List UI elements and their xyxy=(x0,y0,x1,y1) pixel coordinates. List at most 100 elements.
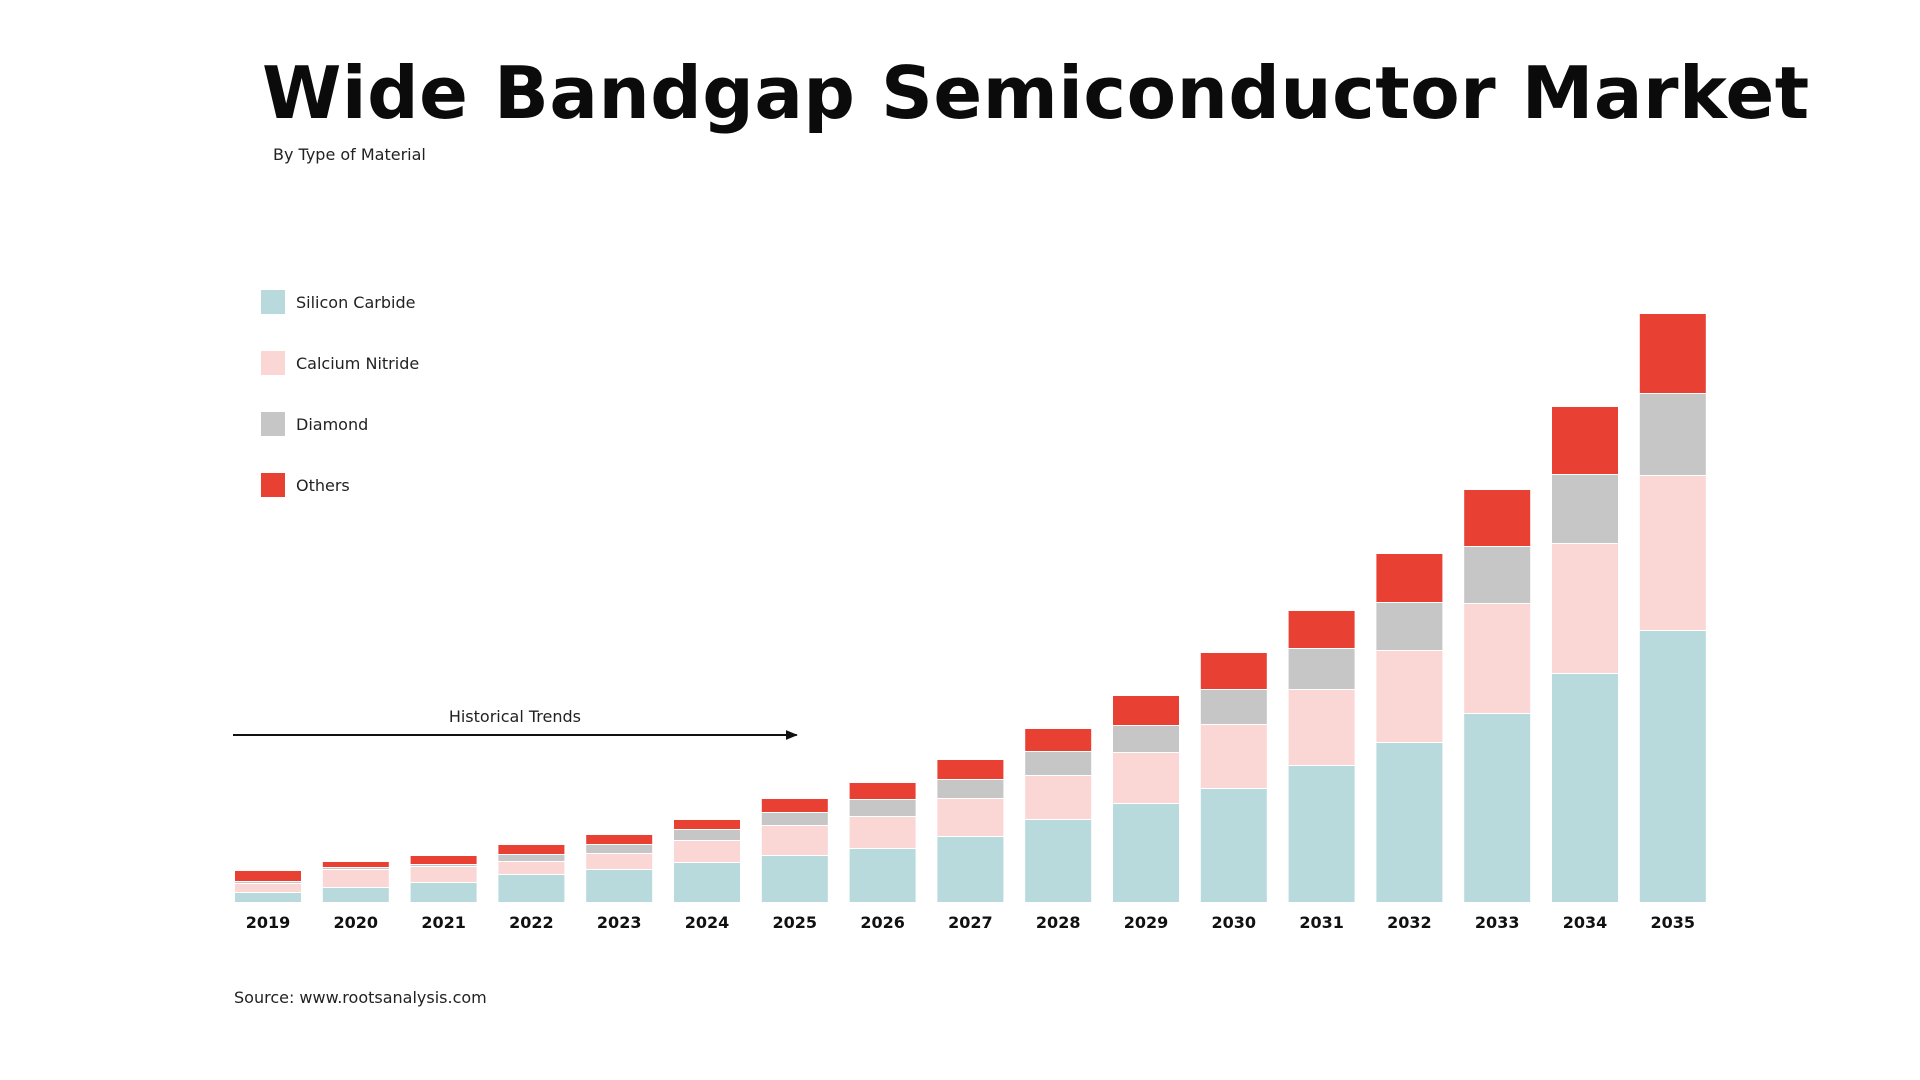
bar-others-2028 xyxy=(1025,729,1092,751)
bar-silicon-carbide-2024 xyxy=(674,863,740,902)
legend-swatch-calcium-nitride xyxy=(261,351,285,375)
bar-diamond-2024 xyxy=(674,830,740,840)
x-axis-tick-labels: 2019 2020 2021 2022 2023 2024 2025 2026 2027 2028… xyxy=(246,913,1695,932)
bar-calcium-nitride-2031 xyxy=(1288,690,1355,765)
chart-title: Wide Bandgap Semiconductor Market xyxy=(262,51,1810,135)
annotation-label-historical-trends: Historical Trends xyxy=(449,707,581,726)
chart-legend: Silicon Carbide Calcium Nitride Diamond Oth… xyxy=(261,290,419,497)
bar-others-2027 xyxy=(937,760,1004,779)
bar-calcium-nitride-2030 xyxy=(1200,725,1267,788)
x-tick-label-2035: 2035 xyxy=(1651,913,1696,932)
bar-diamond-2025 xyxy=(761,813,828,825)
bar-diamond-2022 xyxy=(498,855,565,861)
x-tick-label-2031: 2031 xyxy=(1299,913,1344,932)
bar-calcium-nitride-2020 xyxy=(322,870,389,887)
bar-diamond-2034 xyxy=(1552,475,1618,543)
bar-diamond-2029 xyxy=(1113,726,1179,752)
bar-diamond-2028 xyxy=(1025,752,1092,775)
x-tick-label-2021: 2021 xyxy=(421,913,466,932)
x-tick-label-2019: 2019 xyxy=(246,913,291,932)
x-tick-label-2027: 2027 xyxy=(948,913,993,932)
bar-diamond-2020 xyxy=(322,868,389,869)
x-tick-label-2022: 2022 xyxy=(509,913,554,932)
x-tick-label-2020: 2020 xyxy=(334,913,379,932)
bar-silicon-carbide-2030 xyxy=(1200,789,1267,902)
x-tick-label-2023: 2023 xyxy=(597,913,642,932)
bar-diamond-2031 xyxy=(1288,649,1355,689)
bar-silicon-carbide-2025 xyxy=(761,856,828,902)
x-tick-label-2033: 2033 xyxy=(1475,913,1520,932)
bar-others-2030 xyxy=(1200,653,1267,689)
x-tick-label-2029: 2029 xyxy=(1124,913,1169,932)
bar-silicon-carbide-2019 xyxy=(235,893,301,902)
bar-others-2034 xyxy=(1552,407,1618,474)
bar-calcium-nitride-2025 xyxy=(761,826,828,855)
bar-diamond-2027 xyxy=(937,780,1004,798)
bar-silicon-carbide-2023 xyxy=(586,870,653,902)
bar-calcium-nitride-2023 xyxy=(586,854,653,869)
bar-calcium-nitride-2026 xyxy=(849,817,916,848)
bar-others-2022 xyxy=(498,845,565,854)
bar-silicon-carbide-2035 xyxy=(1639,631,1706,902)
bar-silicon-carbide-2026 xyxy=(849,849,916,902)
bar-others-2021 xyxy=(410,856,477,864)
legend-swatch-others xyxy=(261,473,285,497)
x-tick-label-2034: 2034 xyxy=(1563,913,1608,932)
bar-calcium-nitride-2029 xyxy=(1113,753,1179,803)
bar-calcium-nitride-2034 xyxy=(1552,544,1618,673)
bar-diamond-2035 xyxy=(1639,394,1706,475)
x-tick-label-2028: 2028 xyxy=(1036,913,1081,932)
bar-others-2020 xyxy=(322,862,389,867)
bar-calcium-nitride-2027 xyxy=(937,799,1004,836)
bar-diamond-2021 xyxy=(410,865,477,866)
chart-subtitle: By Type of Material xyxy=(273,145,426,164)
bar-silicon-carbide-2031 xyxy=(1288,766,1355,902)
bar-silicon-carbide-2029 xyxy=(1113,804,1179,902)
x-tick-label-2030: 2030 xyxy=(1212,913,1257,932)
bar-others-2025 xyxy=(761,799,828,812)
bar-others-2029 xyxy=(1113,696,1179,725)
bar-others-2024 xyxy=(674,820,740,829)
bar-silicon-carbide-2033 xyxy=(1464,714,1531,902)
bar-silicon-carbide-2027 xyxy=(937,837,1004,902)
legend-label-diamond: Diamond xyxy=(296,415,368,434)
chart-annotations: Historical Trends xyxy=(233,707,798,740)
bar-calcium-nitride-2033 xyxy=(1464,604,1531,713)
bar-calcium-nitride-2028 xyxy=(1025,776,1092,819)
bar-diamond-2032 xyxy=(1376,603,1443,650)
legend-swatch-diamond xyxy=(261,412,285,436)
bar-others-2032 xyxy=(1376,554,1443,602)
legend-swatch-silicon-carbide xyxy=(261,290,285,314)
bar-others-2035 xyxy=(1639,314,1706,393)
legend-label-calcium-nitride: Calcium Nitride xyxy=(296,354,419,373)
chart-bars xyxy=(235,314,1706,902)
bar-diamond-2030 xyxy=(1200,690,1267,724)
bar-calcium-nitride-2032 xyxy=(1376,651,1443,742)
legend-label-silicon-carbide: Silicon Carbide xyxy=(296,293,415,312)
bar-others-2033 xyxy=(1464,490,1531,546)
bar-calcium-nitride-2022 xyxy=(498,862,565,874)
bar-silicon-carbide-2034 xyxy=(1552,674,1618,902)
bar-diamond-2019 xyxy=(235,882,301,883)
bar-calcium-nitride-2021 xyxy=(410,867,477,882)
legend-label-others: Others xyxy=(296,476,350,495)
x-tick-label-2025: 2025 xyxy=(773,913,818,932)
bar-diamond-2026 xyxy=(849,800,916,816)
bar-silicon-carbide-2032 xyxy=(1376,743,1443,902)
x-tick-label-2026: 2026 xyxy=(860,913,905,932)
x-tick-label-2032: 2032 xyxy=(1387,913,1432,932)
bar-calcium-nitride-2035 xyxy=(1639,476,1706,630)
bar-silicon-carbide-2022 xyxy=(498,875,565,902)
bar-calcium-nitride-2019 xyxy=(235,884,301,892)
bar-diamond-2033 xyxy=(1464,547,1531,603)
bar-diamond-2023 xyxy=(586,845,653,853)
bar-others-2019 xyxy=(235,871,301,881)
x-tick-label-2024: 2024 xyxy=(685,913,730,932)
bar-others-2023 xyxy=(586,835,653,844)
source-note: Source: www.rootsanalysis.com xyxy=(234,988,487,1007)
bar-silicon-carbide-2020 xyxy=(322,888,389,902)
bar-others-2026 xyxy=(849,783,916,799)
bar-silicon-carbide-2028 xyxy=(1025,820,1092,902)
bar-others-2031 xyxy=(1288,611,1355,648)
